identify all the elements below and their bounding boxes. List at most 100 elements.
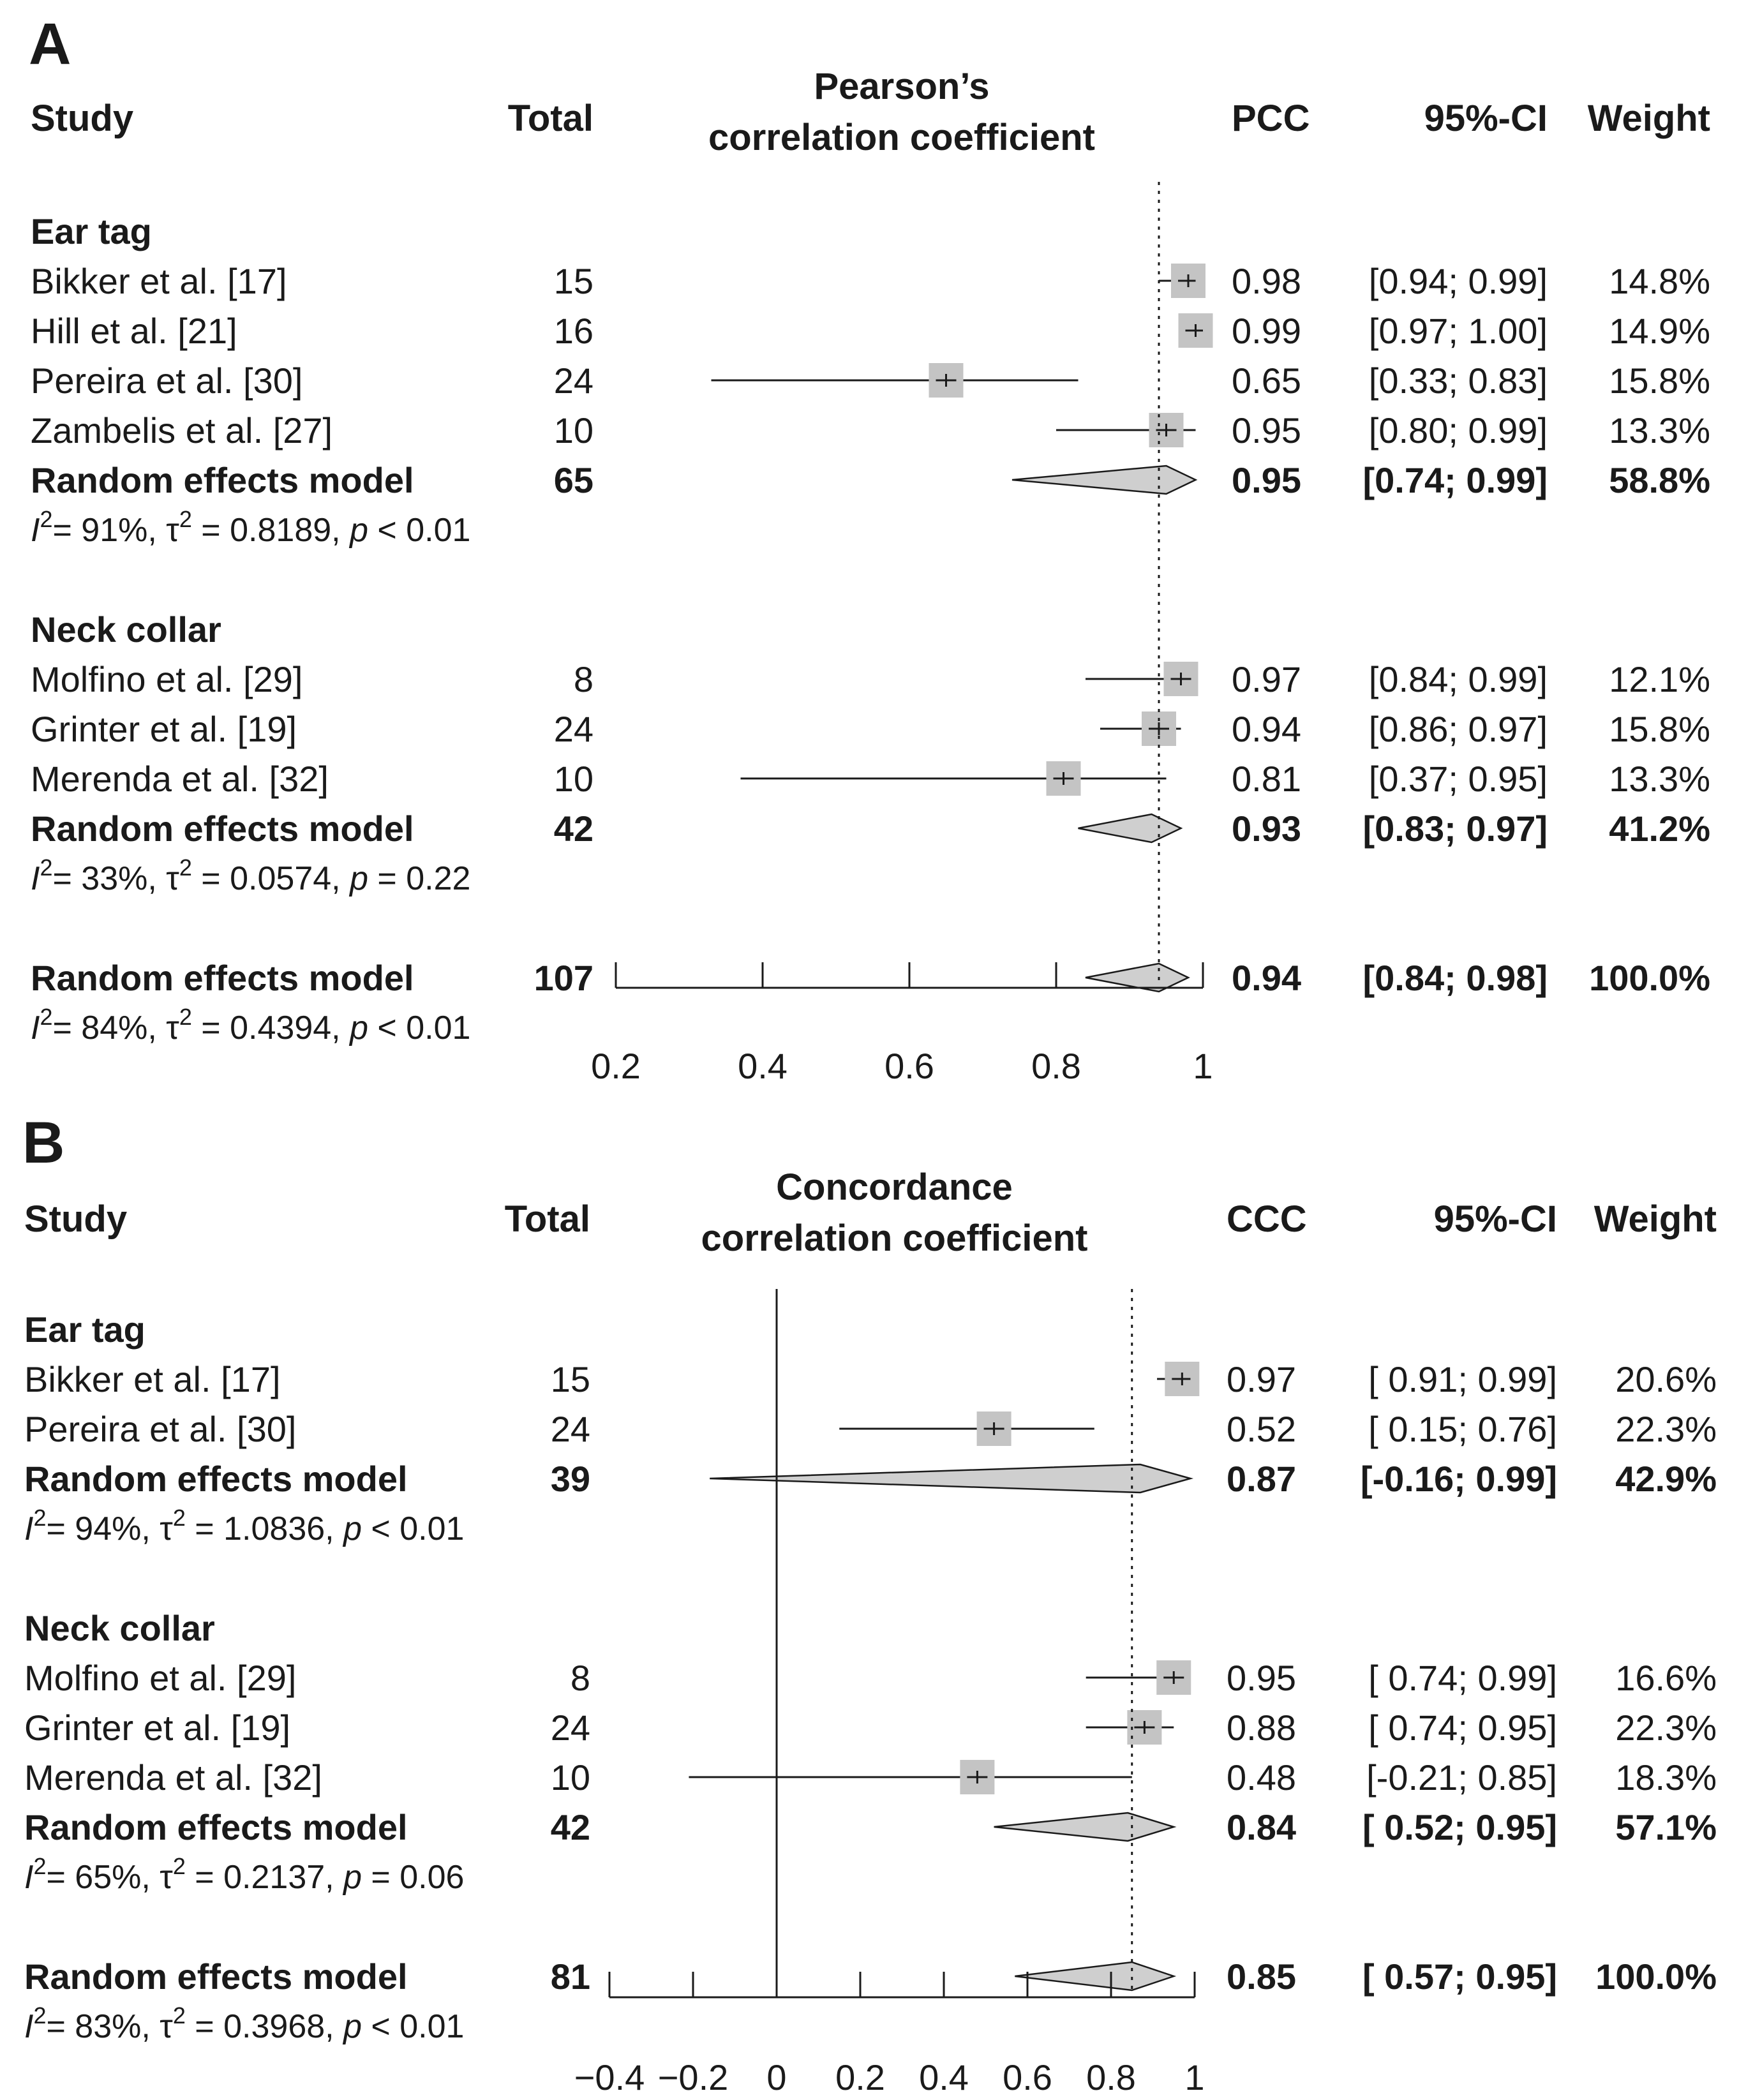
study-total: 24 (554, 709, 593, 749)
study-label: Molfino et al. [29] (31, 659, 302, 699)
tick-label: 0.6 (884, 1046, 934, 1086)
heterogeneity-stats: I2= 83%, τ2 = 0.3968, p < 0.01 (24, 2002, 464, 2045)
summary-weight: 57.1% (1615, 1807, 1717, 1847)
study-total: 10 (554, 759, 593, 799)
summary-estimate: 0.94 (1232, 958, 1301, 998)
summary-ci: [ 0.57; 0.95] (1362, 1956, 1557, 1997)
summary-estimate: 0.95 (1232, 460, 1301, 500)
study-weight: 13.3% (1609, 759, 1710, 799)
tick-label: 0.8 (1031, 1046, 1081, 1086)
summary-ci: [0.83; 0.97] (1363, 808, 1548, 849)
summary-weight: 42.9% (1615, 1459, 1717, 1499)
panel-letter: B (22, 1110, 64, 1175)
study-total: 8 (571, 1658, 590, 1698)
summary-diamond (1011, 465, 1198, 495)
tick-label: 0.4 (919, 2057, 969, 2097)
header-estimate: CCC (1227, 1198, 1307, 1240)
heterogeneity-stats: I2= 91%, τ2 = 0.8189, p < 0.01 (31, 506, 470, 549)
study-label: Grinter et al. [19] (24, 1708, 290, 1748)
study-estimate: 0.97 (1227, 1359, 1296, 1399)
study-ci: [ 0.74; 0.99] (1368, 1658, 1557, 1698)
summary-total: 42 (554, 808, 593, 849)
study-estimate: 0.88 (1227, 1708, 1296, 1748)
study-label: Hill et al. [21] (31, 311, 237, 351)
summary-diamond (994, 1812, 1177, 1842)
study-ci: [ 0.91; 0.99] (1368, 1359, 1557, 1399)
tick-label: 0.8 (1086, 2057, 1136, 2097)
summary-label: Random effects model (24, 1807, 408, 1847)
summary-ci: [-0.16; 0.99] (1361, 1459, 1557, 1499)
study-ci: [-0.21; 0.85] (1366, 1757, 1557, 1798)
summary-total: 65 (554, 460, 593, 500)
header-estimate: PCC (1232, 98, 1310, 139)
study-total: 24 (551, 1409, 590, 1449)
study-ci: [ 0.15; 0.76] (1368, 1409, 1557, 1449)
study-total: 24 (554, 361, 593, 401)
study-estimate: 0.48 (1227, 1757, 1296, 1798)
study-estimate: 0.94 (1232, 709, 1301, 749)
summary-label: Random effects model (31, 958, 414, 998)
study-ci: [0.97; 1.00] (1369, 311, 1548, 351)
study-weight: 22.3% (1615, 1708, 1717, 1748)
summary-ci: [0.74; 0.99] (1363, 460, 1548, 500)
study-total: 10 (554, 410, 593, 451)
header-total: Total (505, 1198, 590, 1240)
plot-title-line-1: Concordance (776, 1166, 1013, 1208)
study-weight: 12.1% (1609, 659, 1710, 699)
summary-estimate: 0.85 (1227, 1956, 1296, 1997)
group-heading: Ear tag (31, 211, 152, 251)
summary-total: 42 (551, 1807, 590, 1847)
study-total: 24 (551, 1708, 590, 1748)
study-label: Bikker et al. [17] (31, 261, 287, 301)
study-weight: 22.3% (1615, 1409, 1717, 1449)
summary-diamond (710, 1463, 1194, 1494)
tick-label: −0.2 (658, 2057, 729, 2097)
study-ci: [0.80; 0.99] (1369, 410, 1548, 451)
header-ci: 95%-CI (1424, 98, 1548, 139)
study-label: Pereira et al. [30] (24, 1409, 296, 1449)
tick-label: 0.4 (738, 1046, 787, 1086)
study-weight: 14.9% (1609, 311, 1710, 351)
study-label: Bikker et al. [17] (24, 1359, 281, 1399)
study-estimate: 0.81 (1232, 759, 1301, 799)
summary-ci: [0.84; 0.98] (1363, 958, 1548, 998)
header-study: Study (31, 98, 133, 139)
study-estimate: 0.65 (1232, 361, 1301, 401)
study-label: Molfino et al. [29] (24, 1658, 296, 1698)
study-weight: 14.8% (1609, 261, 1710, 301)
summary-total: 107 (534, 958, 593, 998)
study-estimate: 0.52 (1227, 1409, 1296, 1449)
study-total: 8 (574, 659, 593, 699)
study-estimate: 0.95 (1232, 410, 1301, 451)
study-ci: [0.37; 0.95] (1369, 759, 1548, 799)
study-weight: 13.3% (1609, 410, 1710, 451)
study-ci: [0.86; 0.97] (1369, 709, 1548, 749)
study-weight: 18.3% (1615, 1757, 1717, 1798)
summary-total: 81 (551, 1956, 590, 1997)
study-ci: [0.84; 0.99] (1369, 659, 1548, 699)
study-total: 10 (551, 1757, 590, 1798)
plot-title-line-1: Pearson’s (814, 66, 989, 107)
heterogeneity-stats: I2= 84%, τ2 = 0.4394, p < 0.01 (31, 1004, 470, 1046)
header-total: Total (508, 98, 593, 139)
header-weight: Weight (1594, 1198, 1717, 1240)
tick-label: 0.2 (591, 1046, 641, 1086)
forest-rows: Ear tag Bikker et al. [17] 15 0.97 [ 0.91; 0… (24, 1309, 1717, 2045)
panel-a: A Pearson’s correlation coefficient Study To… (29, 11, 1710, 1086)
summary-label: Random effects model (31, 460, 414, 500)
x-axis: −0.4 −0.2 0 0.2 0.4 0.6 0.8 1 (574, 1972, 1205, 2097)
study-estimate: 0.97 (1232, 659, 1301, 699)
study-weight: 15.8% (1609, 361, 1710, 401)
study-label: Grinter et al. [19] (31, 709, 297, 749)
study-label: Zambelis et al. [27] (31, 410, 332, 451)
study-label: Pereira et al. [30] (31, 361, 302, 401)
summary-estimate: 0.93 (1232, 808, 1301, 849)
group-heading: Ear tag (24, 1309, 146, 1350)
panel-b: B Concordance correlation coefficient Study… (22, 1110, 1717, 2097)
summary-weight: 41.2% (1609, 808, 1710, 849)
plot-title-line-2: correlation coefficient (701, 1218, 1088, 1259)
summary-diamond (1078, 813, 1183, 844)
summary-diamond (1015, 1961, 1177, 1992)
tick-label: −0.4 (574, 2057, 645, 2097)
